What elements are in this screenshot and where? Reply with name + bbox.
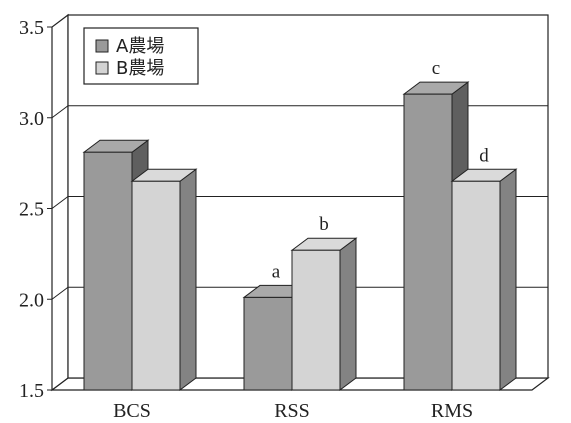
y-tick-label: 1.5 <box>19 380 44 402</box>
y-tick-label: 2.5 <box>19 199 44 221</box>
y-tick-label: 3.0 <box>19 108 44 130</box>
x-category-label: BCS <box>113 400 151 422</box>
bar-rss-b <box>290 237 358 391</box>
bar-side-face <box>339 237 357 391</box>
bar-front-face <box>243 296 293 391</box>
legend-swatch-a <box>95 39 109 53</box>
bar-side-face <box>179 168 197 391</box>
legend-label-a: A農場 <box>116 36 164 57</box>
bar-annotation: d <box>479 145 489 166</box>
bar-front-face <box>451 180 501 391</box>
y-tick-label: 2.0 <box>19 289 44 311</box>
y-axis: 1.5 2.0 2.5 3.0 3.5 <box>19 17 52 402</box>
legend-swatch-b <box>95 61 109 75</box>
bar-front-face <box>403 93 453 391</box>
gridline-side <box>51 286 69 300</box>
bar-annotation: a <box>272 261 281 282</box>
x-category-label: RMS <box>431 400 473 422</box>
bar-rms-b <box>450 168 518 391</box>
y-tick-label: 3.5 <box>19 17 44 39</box>
x-category-label: RSS <box>274 400 310 422</box>
gridline-side <box>51 196 69 209</box>
bar-front-face <box>83 151 133 391</box>
gridline-side <box>51 105 69 119</box>
bar-bcs-b <box>130 168 198 391</box>
x-axis: BCS RSS RMS <box>113 400 473 422</box>
bar-side-face <box>499 168 517 391</box>
legend-label-b: B農場 <box>116 58 164 79</box>
bars: a b c d <box>82 58 518 391</box>
bar-annotation: b <box>319 214 329 235</box>
bar-annotation: c <box>432 58 440 79</box>
bar-front-face <box>291 249 341 391</box>
bar-front-face <box>131 180 181 391</box>
legend-box <box>83 27 199 85</box>
